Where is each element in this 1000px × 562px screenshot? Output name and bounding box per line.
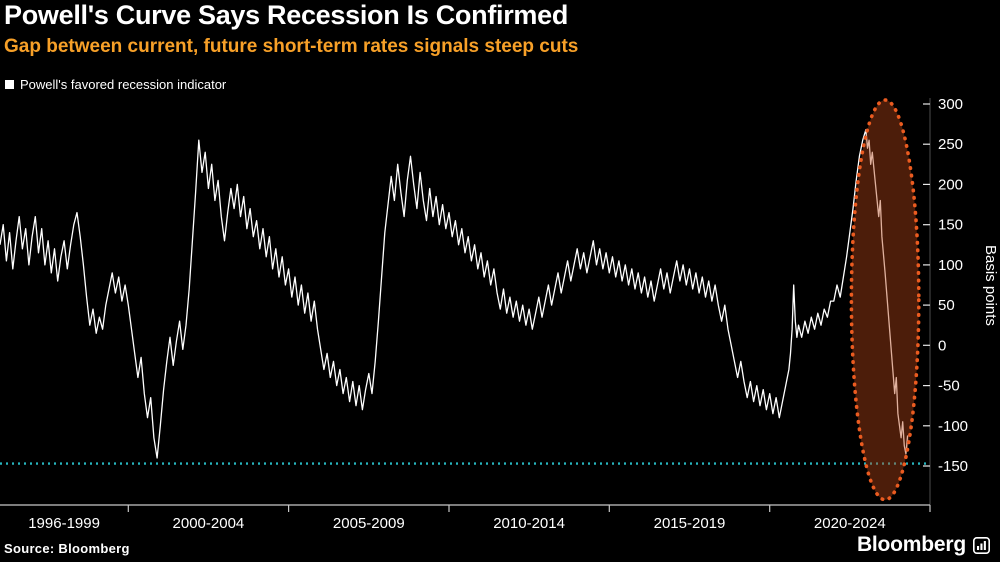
page-title: Powell's Curve Says Recession Is Confirm… <box>4 0 569 30</box>
bloomberg-logo-icon <box>973 536 990 554</box>
legend-label: Powell's favored recession indicator <box>20 77 227 92</box>
svg-text:0: 0 <box>938 337 946 354</box>
svg-text:-100: -100 <box>938 418 968 435</box>
svg-text:2015-2019: 2015-2019 <box>654 515 726 532</box>
svg-text:-150: -150 <box>938 458 968 475</box>
svg-text:2000-2004: 2000-2004 <box>173 515 245 532</box>
svg-text:-50: -50 <box>938 378 960 395</box>
svg-text:200: 200 <box>938 176 963 193</box>
svg-text:2010-2014: 2010-2014 <box>493 515 565 532</box>
chart-subtitle: Gap between current, future short-term r… <box>4 36 579 57</box>
svg-text:150: 150 <box>938 217 963 234</box>
svg-text:250: 250 <box>938 136 963 153</box>
legend: Powell's favored recession indicator <box>5 77 226 92</box>
svg-text:100: 100 <box>938 257 963 274</box>
bloomberg-logo: Bloomberg <box>857 533 990 557</box>
svg-text:50: 50 <box>938 297 955 314</box>
bloomberg-logo-text: Bloomberg <box>856 533 966 556</box>
legend-swatch-icon <box>5 80 14 89</box>
svg-text:2005-2009: 2005-2009 <box>333 515 405 532</box>
source-note: Source: Bloomberg <box>4 541 130 556</box>
svg-text:2020-2024: 2020-2024 <box>814 515 886 532</box>
svg-text:1996-1999: 1996-1999 <box>28 515 100 532</box>
svg-text:300: 300 <box>938 96 963 113</box>
y-axis-label: Basis points <box>982 244 999 326</box>
